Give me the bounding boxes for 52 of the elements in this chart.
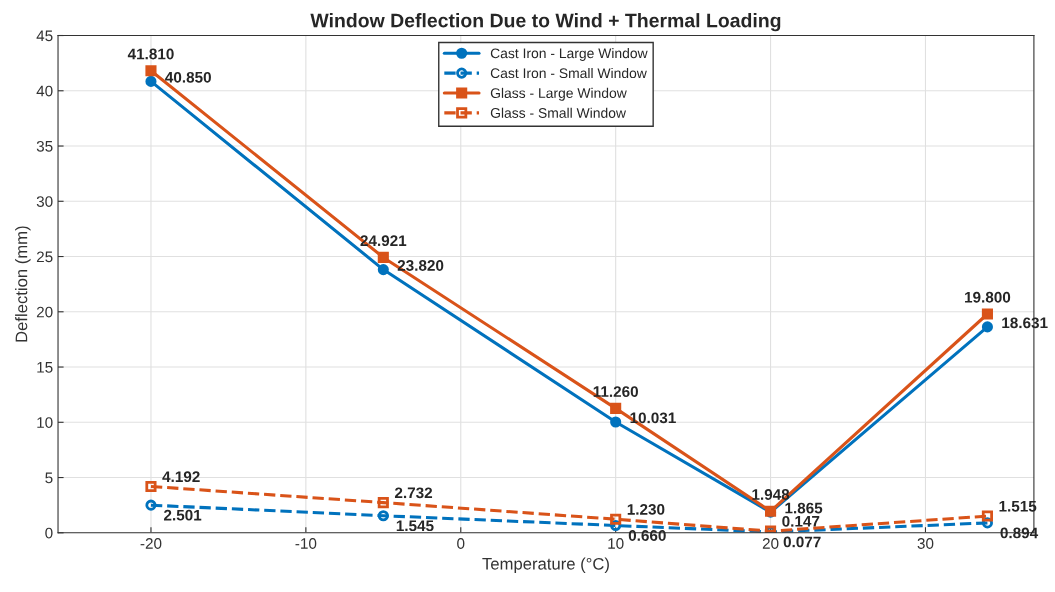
point bbox=[610, 416, 622, 428]
legend-label: Glass - Small Window bbox=[490, 107, 627, 118]
y-tick-label: 30 bbox=[36, 196, 53, 207]
data-label: 2.732 bbox=[394, 487, 433, 499]
y-axis-title: Deflection (mm) bbox=[15, 226, 31, 342]
y-tick-label: 5 bbox=[45, 472, 53, 484]
y-tick-label: 40 bbox=[36, 85, 53, 97]
y-tick-label: 45 bbox=[36, 30, 53, 42]
point bbox=[610, 513, 622, 525]
y-tick-label: 10 bbox=[37, 417, 53, 428]
data-label: 0.077 bbox=[783, 536, 821, 548]
data-label: 10.031 bbox=[630, 412, 676, 424]
data-label: 23.820 bbox=[397, 260, 444, 271]
point bbox=[981, 321, 993, 333]
legend-label: Glass - Large Window bbox=[490, 87, 627, 101]
data-label: 19.800 bbox=[965, 291, 1011, 303]
data-label: 0.660 bbox=[628, 530, 666, 541]
y-tick-label: 20 bbox=[36, 306, 53, 318]
y-tick-label: 15 bbox=[37, 362, 53, 373]
data-label: 40.850 bbox=[165, 71, 211, 83]
data-label: 1.865 bbox=[785, 502, 823, 514]
point bbox=[981, 308, 993, 320]
point bbox=[377, 497, 389, 509]
x-tick-label: -10 bbox=[295, 538, 317, 549]
y-tick-label: 25 bbox=[36, 251, 53, 263]
data-label: 4.192 bbox=[162, 471, 200, 483]
y-tick-label: 35 bbox=[36, 140, 53, 152]
x-axis-title: Temperature (°C) bbox=[482, 557, 609, 573]
data-label: 11.260 bbox=[593, 386, 638, 398]
x-tick-label: 10 bbox=[608, 538, 624, 549]
x-tick-label: 20 bbox=[762, 538, 779, 549]
legend-label: Cast Iron - Small Window bbox=[490, 67, 647, 79]
data-label: 1.545 bbox=[396, 520, 434, 532]
data-label: 41.810 bbox=[127, 48, 174, 60]
point bbox=[145, 480, 157, 493]
legend-label: Cast Iron - Large Window bbox=[490, 48, 648, 61]
data-label: 2.501 bbox=[164, 509, 202, 521]
point bbox=[377, 264, 389, 276]
point bbox=[377, 251, 389, 263]
point bbox=[145, 65, 157, 77]
x-tick-label: 30 bbox=[917, 538, 934, 549]
x-tick-label: 0 bbox=[457, 538, 465, 549]
point bbox=[145, 499, 157, 511]
chart-title: Window Deflection Due to Wind + Thermal Loading bbox=[310, 13, 781, 32]
point bbox=[981, 510, 993, 522]
point bbox=[610, 402, 622, 414]
data-label: 0.147 bbox=[782, 515, 820, 527]
y-tick-label: 0 bbox=[45, 527, 53, 539]
point bbox=[145, 75, 157, 87]
x-tick-label: -20 bbox=[140, 538, 162, 549]
point bbox=[377, 510, 389, 522]
data-label: 1.230 bbox=[627, 503, 665, 515]
